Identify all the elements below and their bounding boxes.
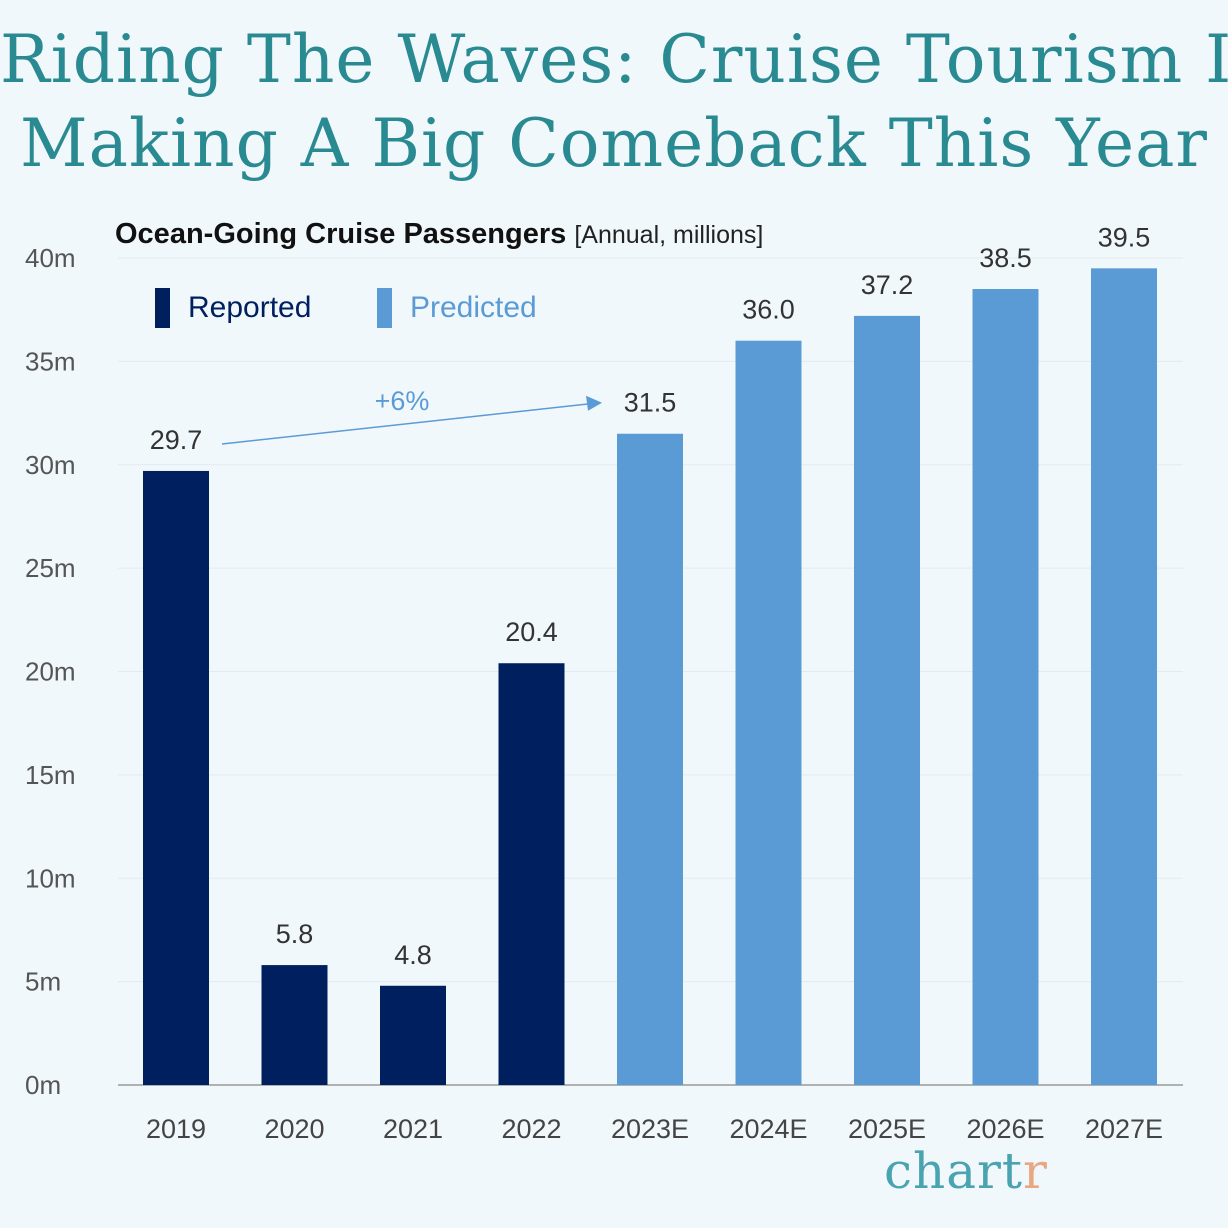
value-label-2020: 5.8 <box>276 919 314 949</box>
bar-2026E <box>972 289 1039 1085</box>
x-tick-label-2019: 2019 <box>146 1114 206 1144</box>
brand-main: chart <box>884 1142 1024 1200</box>
legend-swatch-reported <box>155 288 170 328</box>
y-tick-label: 0m <box>25 1070 61 1100</box>
y-tick-label: 25m <box>25 553 76 583</box>
bar-2019 <box>143 470 209 1085</box>
y-tick-label: 15m <box>25 760 76 790</box>
y-tick-label: 5m <box>25 967 61 997</box>
value-label-2024E: 36.0 <box>742 295 795 325</box>
y-tick-label: 30m <box>25 450 76 480</box>
title-line-2: Making A Big Comeback This Year <box>20 105 1208 182</box>
value-label-2022: 20.4 <box>505 617 558 647</box>
bar-2021 <box>380 985 446 1085</box>
bar-2024E <box>735 340 802 1085</box>
y-tick-label: 10m <box>25 863 76 893</box>
value-label-2027E: 39.5 <box>1098 222 1151 252</box>
subtitle-main: Ocean-Going Cruise Passengers <box>115 218 567 250</box>
bar-2022 <box>498 663 565 1085</box>
value-label-2019: 29.7 <box>150 425 203 455</box>
value-label-2021: 4.8 <box>394 940 432 970</box>
growth-annotation: +6% <box>375 386 430 416</box>
x-tick-label-2022: 2022 <box>501 1114 561 1144</box>
x-tick-label-2027E: 2027E <box>1085 1114 1163 1144</box>
value-label-2023E: 31.5 <box>624 388 677 418</box>
chart-subtitle: Ocean-Going Cruise Passengers [Annual, m… <box>115 218 763 251</box>
growth-arrow-line <box>221 402 591 445</box>
legend-label-predicted: Predicted <box>410 291 537 324</box>
brand-logo: chartr <box>884 1142 1048 1200</box>
x-tick-label-2023E: 2023E <box>611 1114 689 1144</box>
y-tick-label: 40m <box>25 243 76 273</box>
legend-item-predicted: Predicted <box>377 288 537 328</box>
bar-2027E <box>1091 268 1157 1085</box>
x-tick-label-2024E: 2024E <box>729 1114 807 1144</box>
y-tick-label: 20m <box>25 657 76 687</box>
legend-item-reported: Reported <box>155 288 311 328</box>
x-tick-label-2026E: 2026E <box>966 1114 1044 1144</box>
legend-swatch-predicted <box>377 288 392 328</box>
bar-2020 <box>261 965 328 1085</box>
x-tick-label-2021: 2021 <box>383 1114 443 1144</box>
chart-title: Riding The Waves: Cruise Tourism Is Maki… <box>0 18 1228 186</box>
y-tick-label: 35m <box>25 346 76 376</box>
growth-arrow-head <box>586 395 602 411</box>
x-tick-label-2025E: 2025E <box>848 1114 926 1144</box>
value-label-2025E: 37.2 <box>861 270 914 300</box>
x-tick-label-2020: 2020 <box>264 1114 324 1144</box>
subtitle-unit: [Annual, millions] <box>574 221 764 249</box>
legend-label-reported: Reported <box>188 291 312 324</box>
brand-accent: r <box>1023 1142 1048 1200</box>
value-label-2026E: 38.5 <box>979 243 1032 273</box>
title-line-1: Riding The Waves: Cruise Tourism Is <box>0 21 1228 98</box>
bar-2023E <box>617 433 683 1085</box>
bar-2025E <box>854 315 920 1085</box>
